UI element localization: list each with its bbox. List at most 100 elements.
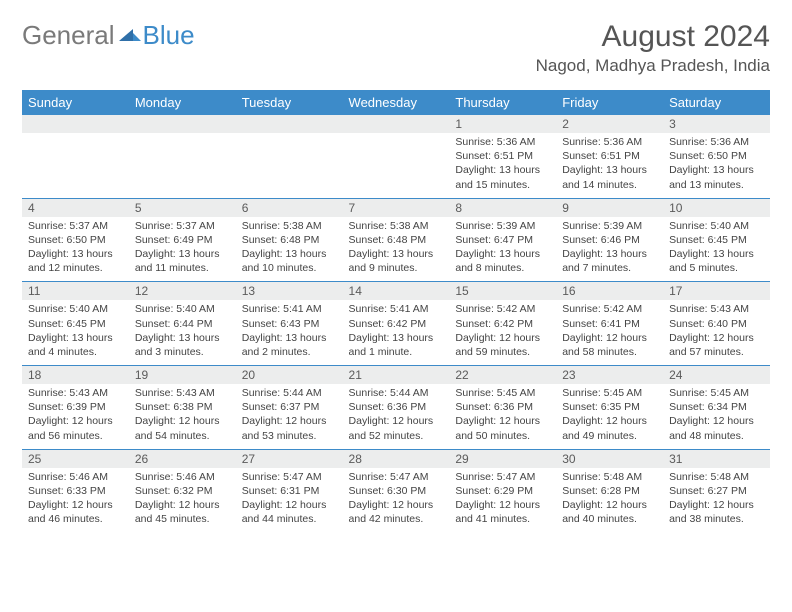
sunrise-line: Sunrise: 5:47 AM	[455, 470, 550, 484]
day-cell: Sunrise: 5:44 AMSunset: 6:36 PMDaylight:…	[343, 384, 450, 449]
sunrise-line: Sunrise: 5:42 AM	[562, 302, 657, 316]
day-number: 21	[343, 366, 450, 385]
sunrise-line: Sunrise: 5:40 AM	[28, 302, 123, 316]
logo: General Blue	[22, 20, 195, 51]
week-2-content: Sunrise: 5:40 AMSunset: 6:45 PMDaylight:…	[22, 300, 770, 365]
title-block: August 2024 Nagod, Madhya Pradesh, India	[536, 20, 770, 76]
sunrise-line: Sunrise: 5:46 AM	[28, 470, 123, 484]
week-0-content: Sunrise: 5:36 AMSunset: 6:51 PMDaylight:…	[22, 133, 770, 198]
sunset-line: Sunset: 6:45 PM	[28, 317, 123, 331]
day-cell: Sunrise: 5:38 AMSunset: 6:48 PMDaylight:…	[236, 217, 343, 282]
day-number: 24	[663, 366, 770, 385]
dow-monday: Monday	[129, 91, 236, 115]
daylight-line: Daylight: 12 hours and 40 minutes.	[562, 498, 657, 526]
daylight-line: Daylight: 13 hours and 12 minutes.	[28, 247, 123, 275]
sunset-line: Sunset: 6:33 PM	[28, 484, 123, 498]
sunrise-line: Sunrise: 5:41 AM	[242, 302, 337, 316]
daylight-line: Daylight: 12 hours and 49 minutes.	[562, 414, 657, 442]
sunrise-line: Sunrise: 5:36 AM	[562, 135, 657, 149]
sunset-line: Sunset: 6:41 PM	[562, 317, 657, 331]
dow-saturday: Saturday	[663, 91, 770, 115]
day-number: 16	[556, 282, 663, 301]
sunset-line: Sunset: 6:38 PM	[135, 400, 230, 414]
day-cell: Sunrise: 5:41 AMSunset: 6:43 PMDaylight:…	[236, 300, 343, 365]
dow-sunday: Sunday	[22, 91, 129, 115]
daylight-line: Daylight: 13 hours and 8 minutes.	[455, 247, 550, 275]
daylight-line: Daylight: 13 hours and 2 minutes.	[242, 331, 337, 359]
daylight-line: Daylight: 12 hours and 54 minutes.	[135, 414, 230, 442]
sunset-line: Sunset: 6:40 PM	[669, 317, 764, 331]
day-number: 17	[663, 282, 770, 301]
day-cell: Sunrise: 5:41 AMSunset: 6:42 PMDaylight:…	[343, 300, 450, 365]
day-number: 20	[236, 366, 343, 385]
day-number: 6	[236, 198, 343, 217]
day-cell: Sunrise: 5:37 AMSunset: 6:50 PMDaylight:…	[22, 217, 129, 282]
day-number: 19	[129, 366, 236, 385]
sunrise-line: Sunrise: 5:45 AM	[562, 386, 657, 400]
sunrise-line: Sunrise: 5:41 AM	[349, 302, 444, 316]
day-cell: Sunrise: 5:42 AMSunset: 6:42 PMDaylight:…	[449, 300, 556, 365]
day-number: 8	[449, 198, 556, 217]
day-number: 22	[449, 366, 556, 385]
week-1-content: Sunrise: 5:37 AMSunset: 6:50 PMDaylight:…	[22, 217, 770, 282]
day-cell: Sunrise: 5:43 AMSunset: 6:38 PMDaylight:…	[129, 384, 236, 449]
daylight-line: Daylight: 13 hours and 7 minutes.	[562, 247, 657, 275]
day-number	[129, 115, 236, 134]
daylight-line: Daylight: 13 hours and 15 minutes.	[455, 163, 550, 191]
sunset-line: Sunset: 6:32 PM	[135, 484, 230, 498]
daylight-line: Daylight: 12 hours and 59 minutes.	[455, 331, 550, 359]
sunrise-line: Sunrise: 5:44 AM	[242, 386, 337, 400]
day-cell: Sunrise: 5:44 AMSunset: 6:37 PMDaylight:…	[236, 384, 343, 449]
sunset-line: Sunset: 6:30 PM	[349, 484, 444, 498]
sunset-line: Sunset: 6:48 PM	[349, 233, 444, 247]
sunrise-line: Sunrise: 5:48 AM	[562, 470, 657, 484]
sunrise-line: Sunrise: 5:42 AM	[455, 302, 550, 316]
daylight-line: Daylight: 12 hours and 57 minutes.	[669, 331, 764, 359]
week-3-content: Sunrise: 5:43 AMSunset: 6:39 PMDaylight:…	[22, 384, 770, 449]
dow-thursday: Thursday	[449, 91, 556, 115]
sunset-line: Sunset: 6:51 PM	[455, 149, 550, 163]
daylight-line: Daylight: 12 hours and 38 minutes.	[669, 498, 764, 526]
daylight-line: Daylight: 13 hours and 14 minutes.	[562, 163, 657, 191]
sunrise-line: Sunrise: 5:43 AM	[669, 302, 764, 316]
day-cell: Sunrise: 5:42 AMSunset: 6:41 PMDaylight:…	[556, 300, 663, 365]
daylight-line: Daylight: 12 hours and 48 minutes.	[669, 414, 764, 442]
sunset-line: Sunset: 6:50 PM	[28, 233, 123, 247]
daylight-line: Daylight: 12 hours and 52 minutes.	[349, 414, 444, 442]
sunset-line: Sunset: 6:36 PM	[349, 400, 444, 414]
sunrise-line: Sunrise: 5:38 AM	[349, 219, 444, 233]
sunset-line: Sunset: 6:27 PM	[669, 484, 764, 498]
day-number: 9	[556, 198, 663, 217]
sunset-line: Sunset: 6:42 PM	[349, 317, 444, 331]
day-number	[22, 115, 129, 134]
sunset-line: Sunset: 6:49 PM	[135, 233, 230, 247]
sunrise-line: Sunrise: 5:46 AM	[135, 470, 230, 484]
sunrise-line: Sunrise: 5:36 AM	[669, 135, 764, 149]
day-cell: Sunrise: 5:39 AMSunset: 6:47 PMDaylight:…	[449, 217, 556, 282]
day-cell: Sunrise: 5:46 AMSunset: 6:33 PMDaylight:…	[22, 468, 129, 533]
day-cell: Sunrise: 5:45 AMSunset: 6:34 PMDaylight:…	[663, 384, 770, 449]
week-2-daynums: 11121314151617	[22, 282, 770, 301]
sunrise-line: Sunrise: 5:40 AM	[135, 302, 230, 316]
sunrise-line: Sunrise: 5:36 AM	[455, 135, 550, 149]
day-cell: Sunrise: 5:40 AMSunset: 6:44 PMDaylight:…	[129, 300, 236, 365]
dow-wednesday: Wednesday	[343, 91, 450, 115]
daylight-line: Daylight: 12 hours and 56 minutes.	[28, 414, 123, 442]
sunrise-line: Sunrise: 5:43 AM	[135, 386, 230, 400]
daylight-line: Daylight: 12 hours and 45 minutes.	[135, 498, 230, 526]
sunset-line: Sunset: 6:36 PM	[455, 400, 550, 414]
sunset-line: Sunset: 6:34 PM	[669, 400, 764, 414]
sunrise-line: Sunrise: 5:38 AM	[242, 219, 337, 233]
logo-text-blue: Blue	[143, 20, 195, 51]
day-number: 18	[22, 366, 129, 385]
day-number: 11	[22, 282, 129, 301]
day-number: 1	[449, 115, 556, 134]
day-cell: Sunrise: 5:48 AMSunset: 6:28 PMDaylight:…	[556, 468, 663, 533]
sunrise-line: Sunrise: 5:39 AM	[562, 219, 657, 233]
sunrise-line: Sunrise: 5:47 AM	[349, 470, 444, 484]
day-number: 14	[343, 282, 450, 301]
day-number: 30	[556, 449, 663, 468]
day-number: 31	[663, 449, 770, 468]
day-number	[236, 115, 343, 134]
sunrise-line: Sunrise: 5:37 AM	[28, 219, 123, 233]
